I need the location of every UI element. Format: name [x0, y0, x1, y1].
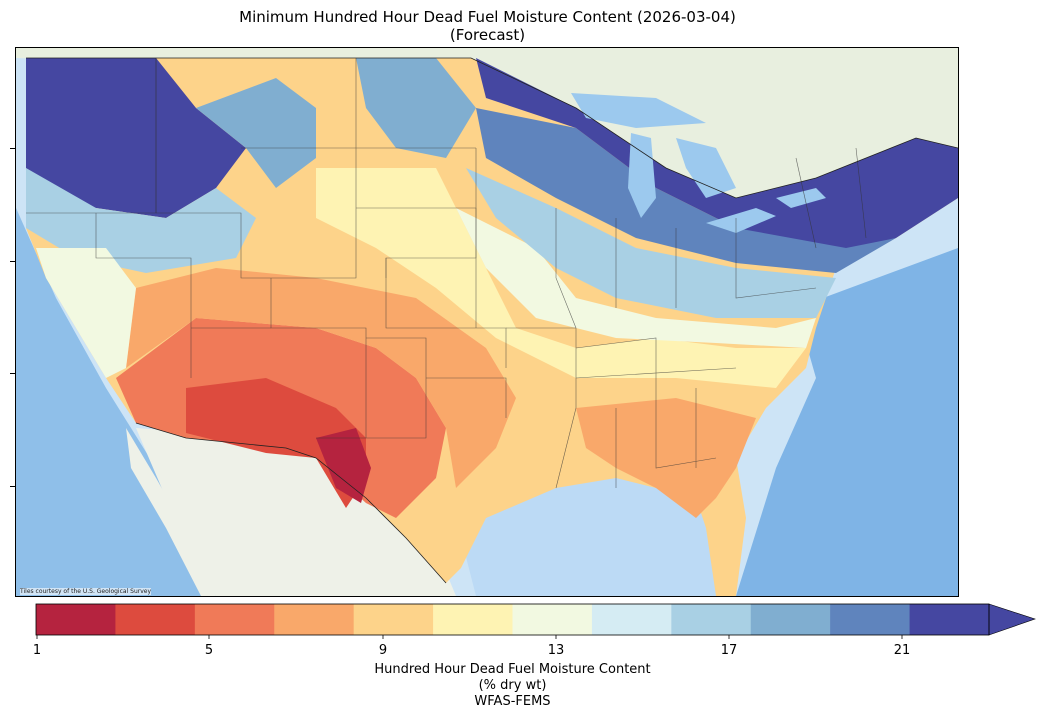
- colorbar-segment: [36, 604, 116, 635]
- colorbar-tick-label: 1: [32, 643, 42, 658]
- atlantic-ocean: [736, 248, 958, 596]
- colorbar-segment: [750, 604, 831, 635]
- colorbar-segment: [909, 604, 990, 635]
- y-tick: [10, 486, 15, 487]
- zone-saturated-northeast: [476, 58, 958, 248]
- colorbar-segment: [671, 604, 752, 635]
- us-canada-border: [26, 57, 958, 199]
- mexico-land: [136, 428, 456, 596]
- lake-superior: [571, 93, 706, 128]
- zone-very-dry: [186, 378, 366, 508]
- colorbar-segment: [512, 604, 593, 635]
- title-line-1: Minimum Hundred Hour Dead Fuel Moisture …: [239, 8, 736, 26]
- colorbar-tick-label: 13: [547, 643, 565, 658]
- colorbar-segment: [433, 604, 513, 635]
- colorbar-title: Hundred Hour Dead Fuel Moisture Content …: [0, 662, 1025, 710]
- colorbar-segments: [36, 604, 990, 635]
- canada-land: [16, 48, 958, 198]
- gulf-of-mexico: [456, 478, 736, 596]
- colorbar-extend-arrow: [988, 603, 1036, 636]
- zone-saturated-northwest: [26, 58, 246, 218]
- colorbar-segment: [830, 604, 911, 635]
- title-line-2: (Forecast): [449, 26, 526, 44]
- y-tick: [10, 373, 15, 374]
- colorbar-segment: [591, 604, 672, 635]
- zone-wet-plains: [356, 58, 476, 158]
- y-tick: [10, 148, 15, 149]
- us-mexico-border: [135, 422, 447, 584]
- colorbar-tick-label: 17: [720, 643, 738, 658]
- state-borders: [26, 58, 867, 489]
- lake-erie: [706, 208, 776, 233]
- zone-wet-northwest: [26, 168, 256, 273]
- colorbar-segment: [274, 604, 355, 635]
- fuel-moisture-map: [16, 48, 958, 596]
- colorbar-tick-label: 5: [204, 643, 214, 658]
- colorbar-tick-label: 9: [378, 643, 388, 658]
- zone-southeast-dry: [576, 398, 756, 518]
- lake-michigan: [628, 133, 656, 218]
- lake-huron: [676, 138, 736, 198]
- zone-extreme-dry: [316, 428, 371, 503]
- zone-moist-transition: [456, 208, 816, 348]
- map-panel[interactable]: Tiles courtesy of the U.S. Geological Su…: [15, 47, 959, 597]
- colorbar-segment: [115, 604, 196, 635]
- colorbar-frame: [35, 603, 990, 636]
- zone-moist-california: [36, 248, 136, 378]
- colorbar-title-line-3: WFAS-FEMS: [474, 694, 551, 709]
- zone-moderate-dry: [126, 268, 516, 488]
- zone-wet-rockies: [196, 78, 316, 188]
- colorbar-title-line-1: Hundred Hour Dead Fuel Moisture Content: [374, 662, 651, 677]
- colorbar-title-line-2: (% dry wt): [478, 678, 547, 693]
- colorbar-segment: [194, 604, 275, 635]
- zone-moist-central: [316, 168, 806, 388]
- zone-wet: [466, 168, 836, 318]
- y-tick: [10, 261, 15, 262]
- baja-land: [126, 428, 216, 596]
- lake-ontario: [776, 188, 826, 208]
- colorbar: [35, 603, 1036, 639]
- chart-title: Minimum Hundred Hour Dead Fuel Moisture …: [0, 8, 975, 44]
- colorbar-tick-label: 21: [893, 643, 911, 658]
- map-attribution: Tiles courtesy of the U.S. Geological Su…: [20, 588, 152, 595]
- colorbar-segment: [353, 604, 434, 635]
